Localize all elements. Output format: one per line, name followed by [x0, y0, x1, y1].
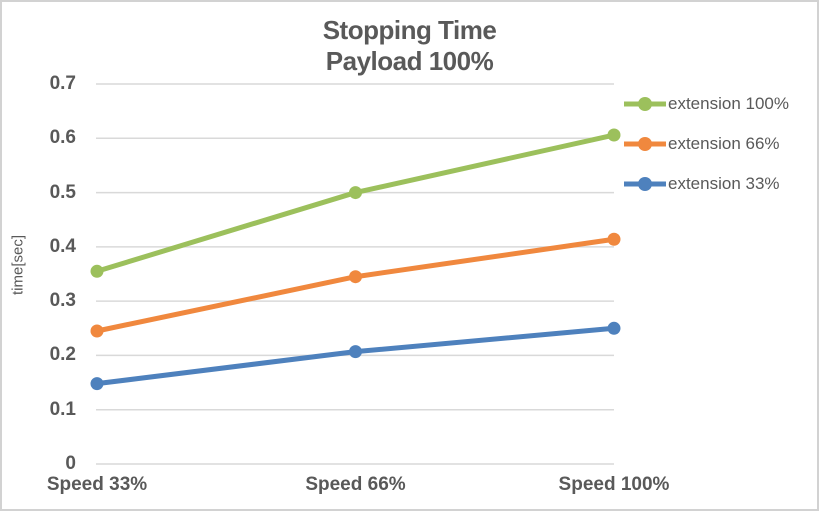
chart-title-line1: Stopping Time — [322, 15, 497, 45]
y-tick-label: 0 — [65, 453, 76, 474]
x-tick-label: Speed 100% — [558, 474, 670, 495]
legend-label: extension 100% — [668, 94, 789, 113]
y-tick-label: 0.2 — [49, 344, 76, 366]
x-tick-label: Speed 33% — [46, 474, 148, 495]
y-tick-label: 0.5 — [49, 181, 76, 203]
series-1-marker-2 — [607, 232, 621, 246]
series-1-marker-1 — [349, 270, 362, 284]
series-2-marker-2 — [607, 321, 621, 335]
y-tick-label: 0.4 — [49, 235, 76, 257]
series-1-marker-0 — [90, 324, 104, 338]
series-0-marker-1 — [349, 186, 362, 200]
y-tick-label: 0.1 — [49, 398, 76, 420]
legend-label: extension 66% — [668, 134, 780, 153]
legend-label: extension 33% — [668, 174, 780, 193]
series-0-marker-0 — [90, 264, 104, 278]
legend-marker-icon — [624, 97, 666, 111]
chart-title-line2: Payload 100% — [325, 46, 494, 76]
series-0-marker-2 — [607, 128, 621, 142]
y-tick-label: 0.3 — [49, 290, 76, 312]
y-axis-title: time[sec] — [9, 234, 27, 296]
legend-marker-icon — [624, 137, 666, 151]
series-2-marker-1 — [349, 345, 362, 359]
legend-marker-icon — [624, 177, 666, 191]
legend-item: extension 66% — [623, 130, 789, 158]
legend-item: extension 33% — [623, 170, 789, 198]
y-tick-label: 0.7 — [49, 73, 76, 94]
chart-title: Stopping Time Payload 100% — [2, 15, 817, 77]
y-tick-label: 0.6 — [49, 127, 76, 149]
series-2-marker-0 — [90, 377, 104, 391]
series-line-1 — [94, 236, 617, 334]
x-tick-label: Speed 66% — [305, 474, 406, 495]
legend: extension 100% extension 66% extension 33% — [623, 90, 789, 198]
legend-item: extension 100% — [623, 90, 789, 118]
